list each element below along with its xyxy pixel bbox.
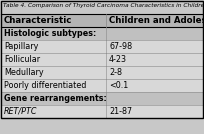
Text: Medullary: Medullary bbox=[4, 68, 44, 77]
Text: Poorly differentiated: Poorly differentiated bbox=[4, 81, 86, 90]
Bar bbox=[1, 14, 203, 27]
Bar bbox=[1, 105, 203, 118]
Text: Table 4. Comparison of Thyroid Carcinoma Characteristics in Children and Adolesc: Table 4. Comparison of Thyroid Carcinoma… bbox=[3, 3, 204, 8]
Bar bbox=[1, 1, 203, 118]
Bar bbox=[1, 53, 203, 66]
Text: 21-87: 21-87 bbox=[109, 107, 132, 116]
Bar bbox=[1, 1, 203, 14]
Bar bbox=[1, 27, 203, 40]
Bar bbox=[1, 40, 203, 53]
Text: 2-8: 2-8 bbox=[109, 68, 122, 77]
Text: <0.1: <0.1 bbox=[109, 81, 128, 90]
Bar bbox=[1, 66, 203, 79]
Text: Children and Adolescents: Children and Adolescents bbox=[109, 16, 204, 25]
Text: Papillary: Papillary bbox=[4, 42, 38, 51]
Text: 67-98: 67-98 bbox=[109, 42, 132, 51]
Text: Histologic subtypes:: Histologic subtypes: bbox=[4, 29, 96, 38]
Text: RET/PTC: RET/PTC bbox=[4, 107, 38, 116]
Text: 4-23: 4-23 bbox=[109, 55, 127, 64]
Text: Follicular: Follicular bbox=[4, 55, 40, 64]
Bar bbox=[1, 79, 203, 92]
Text: Characteristic: Characteristic bbox=[4, 16, 72, 25]
Bar bbox=[1, 92, 203, 105]
Text: Gene rearrangements:: Gene rearrangements: bbox=[4, 94, 107, 103]
